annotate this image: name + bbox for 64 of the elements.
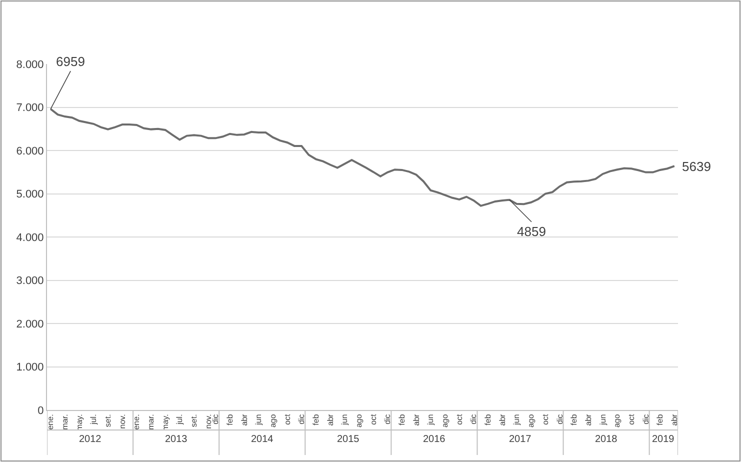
x-tick-label: abr: [498, 414, 507, 426]
data-label: 6959: [56, 54, 85, 69]
x-tick-label: feb: [225, 414, 234, 426]
y-tick-label: 1.000: [16, 362, 44, 374]
text: 2015: [337, 434, 360, 445]
x-tick-label: set.: [104, 414, 113, 428]
x-tick-label: feb: [311, 414, 320, 426]
x-tick-label: oct: [282, 413, 292, 425]
x-tick-label: dic: [641, 414, 650, 424]
x-tick-label: jun: [512, 414, 522, 426]
x-tick-label: dic: [297, 414, 306, 424]
x-tick-label: feb: [398, 414, 407, 426]
x-tick-label: ago: [612, 414, 622, 428]
x-tick-label: oct: [540, 413, 550, 425]
x-tick-label: feb: [484, 414, 493, 426]
x-tick-label: jul.: [89, 414, 98, 426]
y-tick-label: 4.000: [16, 232, 44, 244]
y-tick-label: 3.000: [16, 275, 44, 288]
x-tick-label: ago: [268, 414, 278, 428]
y-tick-label: 6.000: [16, 145, 44, 158]
y-tick-label: 0: [38, 404, 44, 417]
x-tick-label: ago: [354, 414, 364, 428]
x-tick-label: dic: [469, 414, 478, 424]
x-tick-label: dic: [211, 414, 220, 424]
x-tick-label: jun: [426, 414, 436, 426]
x-tick-label: dic: [555, 414, 564, 424]
x-tick-label: nov.: [118, 414, 127, 429]
text: 2013: [165, 434, 188, 445]
x-tick-label: jun: [340, 414, 350, 426]
x-tick-label: oct: [368, 413, 378, 425]
text: 2017: [509, 434, 532, 445]
x-tick-label: nov.: [204, 414, 213, 429]
x-tick-label: ago: [526, 414, 536, 428]
x-tick-label: ago: [440, 414, 450, 428]
y-tick-label: 5.000: [16, 188, 44, 201]
text: 2014: [251, 434, 274, 445]
x-tick-label: ene.: [46, 414, 56, 430]
x-tick-label: abr: [326, 414, 335, 426]
x-tick-label: mar.: [146, 414, 156, 430]
data-label: 5639: [682, 159, 711, 174]
x-tick-label: feb: [656, 414, 665, 426]
x-tick-label: mar.: [60, 414, 70, 430]
x-tick-label: jul.: [175, 414, 184, 426]
y-tick-label: 2.000: [16, 318, 44, 330]
x-tick-label: dic: [383, 414, 392, 424]
y-tick-label: 8.000: [16, 58, 44, 71]
x-tick-label: abr: [584, 414, 593, 426]
text: 2012: [79, 434, 102, 445]
x-tick-label: jun: [254, 414, 264, 426]
x-tick-label: oct: [626, 413, 636, 425]
x-tick-label: ene.: [132, 414, 142, 430]
data-label: 4859: [517, 224, 546, 239]
text: 2016: [423, 434, 446, 445]
line-series: [50, 108, 676, 207]
y-tick-label: 7.000: [16, 102, 44, 114]
text: 2019: [652, 434, 675, 445]
x-tick-label: abr: [412, 414, 421, 426]
x-tick-label: jun: [598, 414, 608, 426]
text: 2018: [595, 434, 618, 445]
x-tick-label: abr: [240, 414, 249, 426]
x-tick-label: oct: [454, 413, 464, 425]
x-tick-label: abr: [670, 414, 680, 426]
x-tick-label: feb: [570, 414, 579, 426]
x-tick-label: set.: [190, 414, 199, 428]
